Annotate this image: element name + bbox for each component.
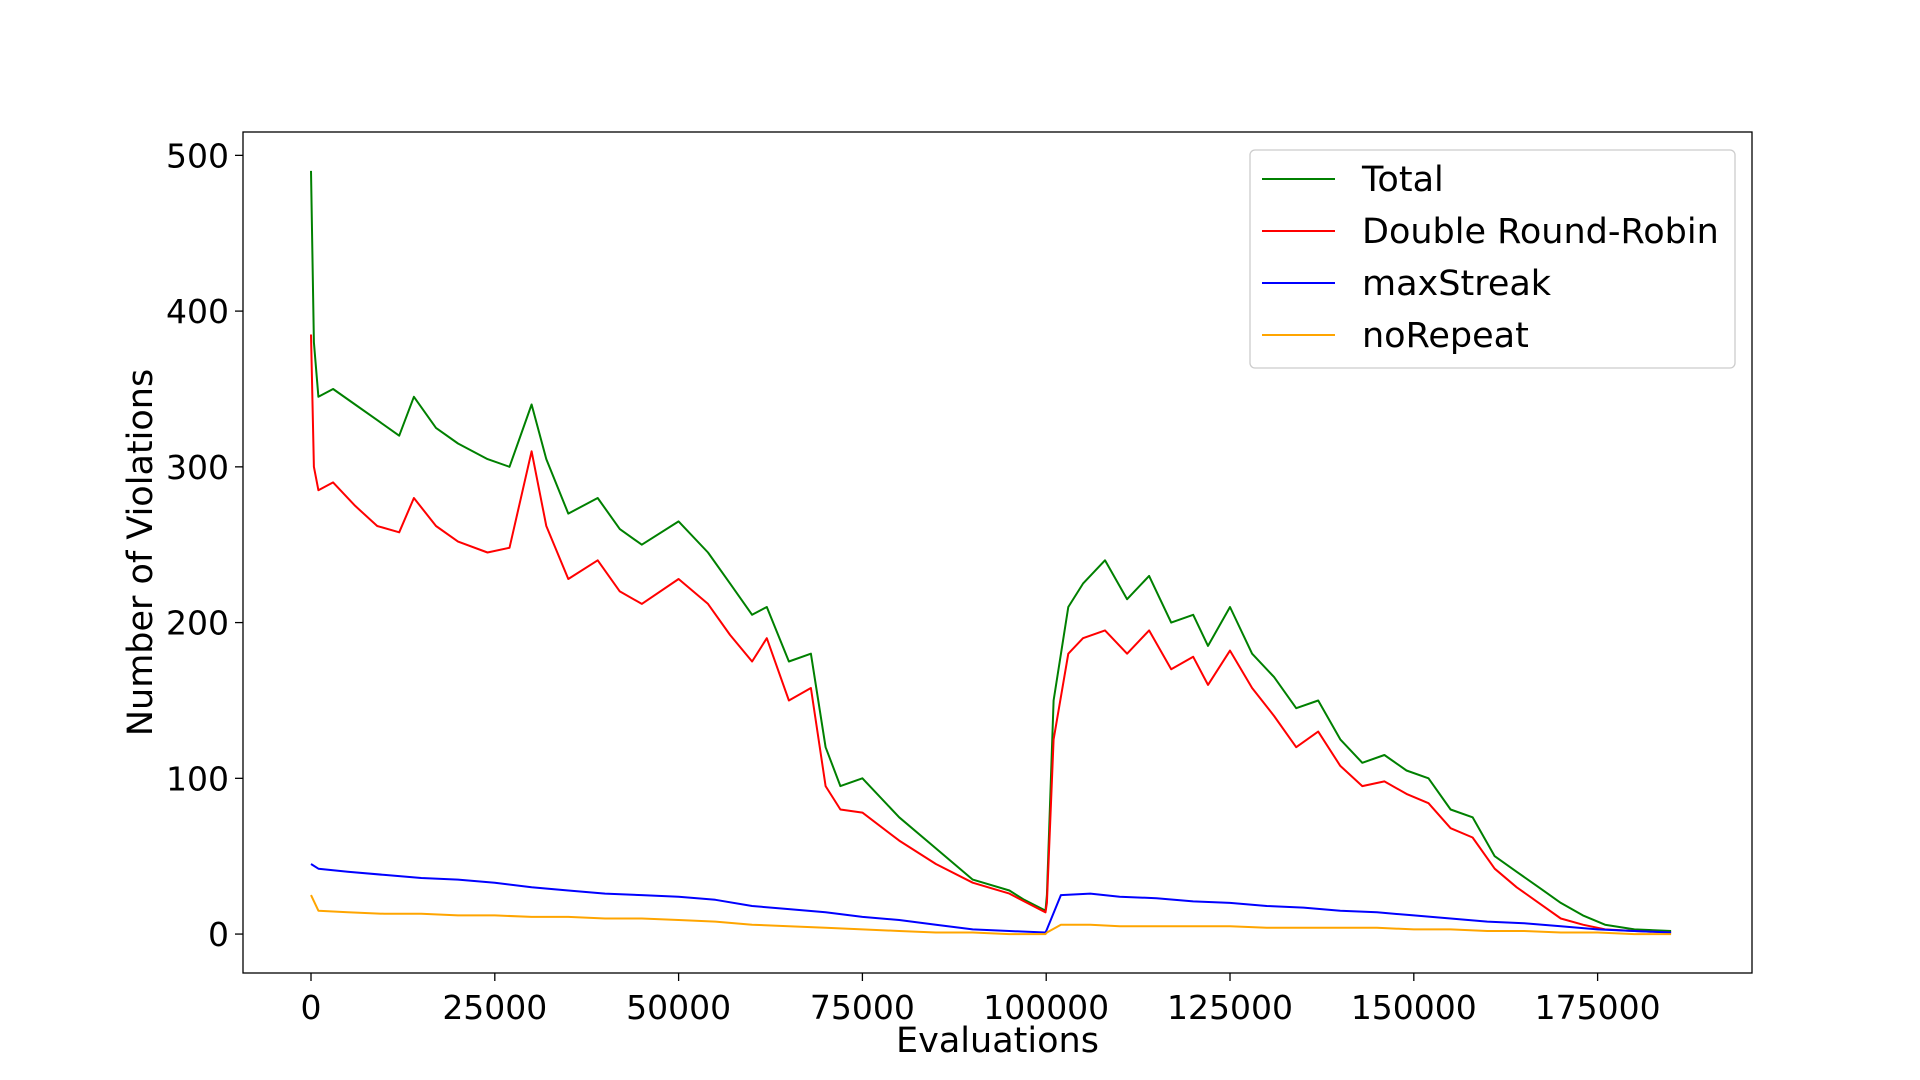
series-line-maxstreak bbox=[310, 863, 1672, 934]
y-axis-ticks: 0 100 200 300 400 500 bbox=[166, 136, 243, 954]
legend-box bbox=[1249, 149, 1736, 369]
legend-entry-label: Total bbox=[1361, 160, 1444, 200]
legend-entry-label: maxStreak bbox=[1362, 264, 1552, 304]
x-tick-label: 25000 bbox=[442, 988, 547, 1027]
plot-frame bbox=[242, 131, 1753, 974]
series-layer bbox=[310, 170, 1672, 936]
legend: Total Double Round-Robin maxStreak noRepeat bbox=[1249, 149, 1736, 369]
legend-entry-label: noRepeat bbox=[1362, 316, 1529, 356]
y-tick-label: 0 bbox=[208, 915, 229, 954]
series-line-double-round-robin bbox=[310, 334, 1672, 934]
x-tick-label: 100000 bbox=[983, 988, 1109, 1027]
x-tick-label: 125000 bbox=[1167, 988, 1293, 1027]
series-line-total bbox=[310, 170, 1672, 932]
series-line-norepeat bbox=[310, 894, 1672, 936]
y-tick-label: 100 bbox=[166, 759, 229, 798]
x-axis-label: Evaluations bbox=[896, 1021, 1099, 1061]
x-tick-label: 150000 bbox=[1351, 988, 1477, 1027]
x-tick-label: 0 bbox=[301, 988, 322, 1027]
legend-entry-label: Double Round-Robin bbox=[1362, 212, 1719, 252]
y-tick-label: 300 bbox=[166, 448, 229, 487]
x-tick-label: 175000 bbox=[1535, 988, 1661, 1027]
y-tick-label: 400 bbox=[166, 292, 229, 331]
x-axis-ticks: 0 25000 50000 75000 100000 125000 150000 175000 bbox=[301, 973, 1661, 1027]
y-axis-label: Number of Violations bbox=[121, 369, 161, 736]
y-tick-label: 200 bbox=[166, 604, 229, 643]
y-tick-label: 500 bbox=[166, 136, 229, 175]
x-tick-label: 50000 bbox=[626, 988, 731, 1027]
x-tick-label: 75000 bbox=[810, 988, 915, 1027]
